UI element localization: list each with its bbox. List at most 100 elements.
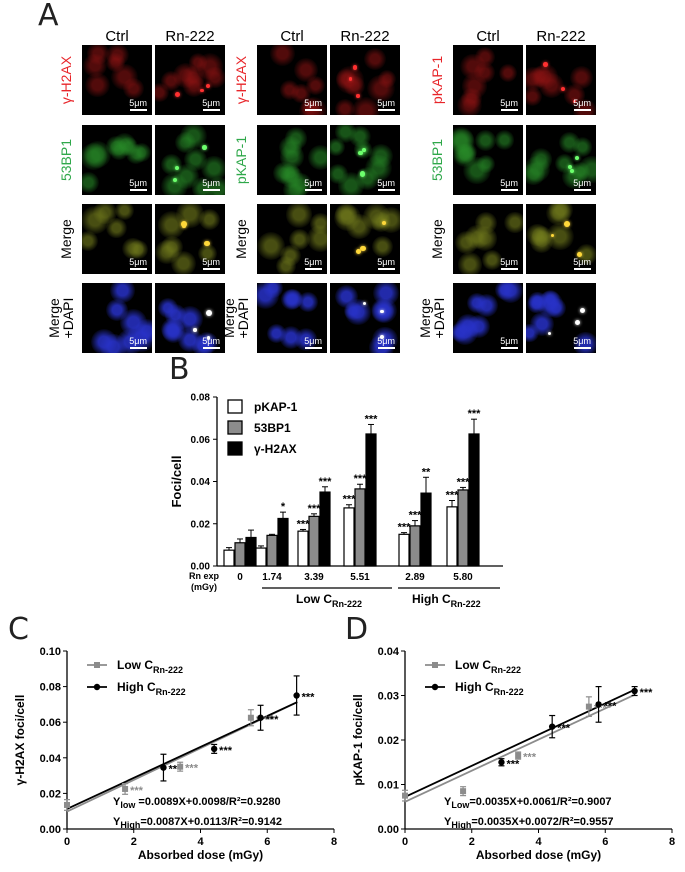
- data-point-square: [122, 785, 129, 792]
- scale-bar-label: 5μm: [377, 336, 395, 346]
- category-label: 1.74: [262, 572, 282, 583]
- scale-bar-line: [202, 347, 220, 349]
- scale-bar-label: 5μm: [573, 257, 591, 267]
- cell-nucleus: [345, 299, 371, 325]
- x-axis-title: Absorbed dose (mGy): [138, 848, 263, 862]
- bar-pkap-1: [223, 549, 235, 567]
- cell-nucleus: [115, 204, 135, 221]
- scale-bar: 5μm: [500, 179, 518, 191]
- row-label-53bp1: 53BP1: [58, 138, 74, 182]
- row-label-line: Merge: [221, 298, 237, 338]
- significance-label: ***: [343, 494, 357, 506]
- y-tick-label: 0.04: [191, 477, 211, 488]
- cell-nucleus: [128, 240, 149, 260]
- scale-bar: 5μm: [129, 337, 147, 349]
- scale-bar-label: 5μm: [573, 336, 591, 346]
- scale-bar: 5μm: [304, 179, 322, 191]
- scale-bar: 5μm: [377, 337, 395, 349]
- scale-bar: 5μm: [500, 337, 518, 349]
- column-header-ctrl: Ctrl: [280, 28, 304, 45]
- legend-label-high: High CRn-222: [117, 680, 186, 697]
- scale-bar-line: [129, 189, 147, 191]
- scale-bar-label: 5μm: [129, 178, 147, 188]
- y-tick-label: 0.02: [378, 735, 399, 747]
- cell-nucleus: [93, 204, 117, 224]
- x-axis-title: Absorbed dose (mGy): [476, 848, 601, 862]
- focus-spot: [567, 164, 572, 169]
- scale-bar-label: 5μm: [304, 257, 322, 267]
- micrograph-ctrl: 5μm: [257, 125, 327, 195]
- scale-bar-label: 5μm: [573, 178, 591, 188]
- scale-bar-label: 5μm: [377, 178, 395, 188]
- cell-nucleus: [282, 177, 307, 195]
- scale-bar-line: [377, 109, 395, 111]
- cell-nucleus: [285, 204, 313, 228]
- significance-label: ***: [185, 763, 199, 775]
- low-group-label-sub: Rn-222: [332, 599, 362, 609]
- focus-spot: [206, 309, 213, 316]
- rn-exp-unit: (mGy): [191, 582, 217, 592]
- cell-nucleus: [279, 144, 305, 170]
- focus-spot: [361, 147, 366, 152]
- cell-nucleus: [335, 98, 356, 115]
- significance-label: ***: [557, 723, 571, 735]
- scale-bar-label: 5μm: [573, 98, 591, 108]
- focus-spot: [359, 171, 366, 177]
- focus-spot: [356, 94, 360, 98]
- cell-nucleus: [330, 138, 346, 157]
- significance-label: ***: [523, 752, 537, 764]
- row-label-line: +DAPI: [235, 297, 251, 339]
- scale-bar-line: [377, 189, 395, 191]
- low-group-label-main: Low C: [296, 592, 332, 606]
- cell-nucleus: [538, 72, 565, 99]
- bar-53bp1: [354, 488, 366, 567]
- category-label: 3.39: [304, 572, 324, 583]
- y-tick-label: 0.06: [191, 435, 211, 446]
- data-point-circle: [595, 701, 602, 708]
- focus-spot: [173, 177, 178, 182]
- focus-spot: [182, 224, 186, 228]
- cell-nucleus: [559, 132, 581, 154]
- cell-nucleus: [270, 45, 295, 66]
- cell-nucleus: [281, 288, 302, 310]
- y-tick-label: 0.00: [40, 824, 61, 836]
- y-tick-label: 0.04: [40, 753, 62, 765]
- bar-pkap-1: [297, 530, 309, 567]
- cell-nucleus: [482, 250, 502, 270]
- scale-bar: 5μm: [129, 179, 147, 191]
- scale-bar-line: [500, 109, 518, 111]
- micrograph-ctrl: 5μm: [453, 283, 523, 353]
- legend-label: pKAP-1: [254, 400, 298, 414]
- focus-spot: [181, 221, 188, 227]
- cell-nucleus: [563, 84, 586, 106]
- scale-bar-line: [129, 109, 147, 111]
- regression-line: [404, 688, 636, 798]
- scale-bar-line: [573, 347, 591, 349]
- data-point-circle: [293, 692, 300, 699]
- scale-bar-label: 5μm: [202, 98, 220, 108]
- cell-nucleus: [575, 243, 596, 265]
- cell-nucleus: [367, 74, 395, 103]
- x-tick-label: 4: [535, 836, 542, 848]
- legend-label-low: Low CRn-222: [455, 658, 521, 675]
- scale-bar-label: 5μm: [129, 98, 147, 108]
- scale-bar-label: 5μm: [500, 98, 518, 108]
- cell-nucleus: [351, 96, 380, 115]
- bar-53bp1: [308, 515, 320, 567]
- cell-nucleus: [455, 313, 480, 338]
- legend-label-low-main: Low C: [455, 658, 491, 672]
- category-label: 5.51: [350, 572, 370, 583]
- x-tick-label: 2: [131, 836, 137, 848]
- bar--h2ax: [468, 433, 480, 567]
- legend-label-high-sub: Rn-222: [494, 687, 524, 697]
- equation-high-sub: High: [120, 820, 140, 830]
- cell-nucleus: [280, 80, 300, 100]
- bar-53bp1: [457, 489, 469, 567]
- bar-pkap-1: [398, 533, 410, 567]
- scale-bar: 5μm: [377, 99, 395, 111]
- equation-high-text: =0.0035X+0.0072/R²=0.9557: [471, 816, 613, 828]
- significance-label: ***: [219, 745, 233, 757]
- cell-nucleus: [504, 211, 523, 234]
- cell-nucleus: [330, 164, 348, 185]
- scale-bar-line: [304, 109, 322, 111]
